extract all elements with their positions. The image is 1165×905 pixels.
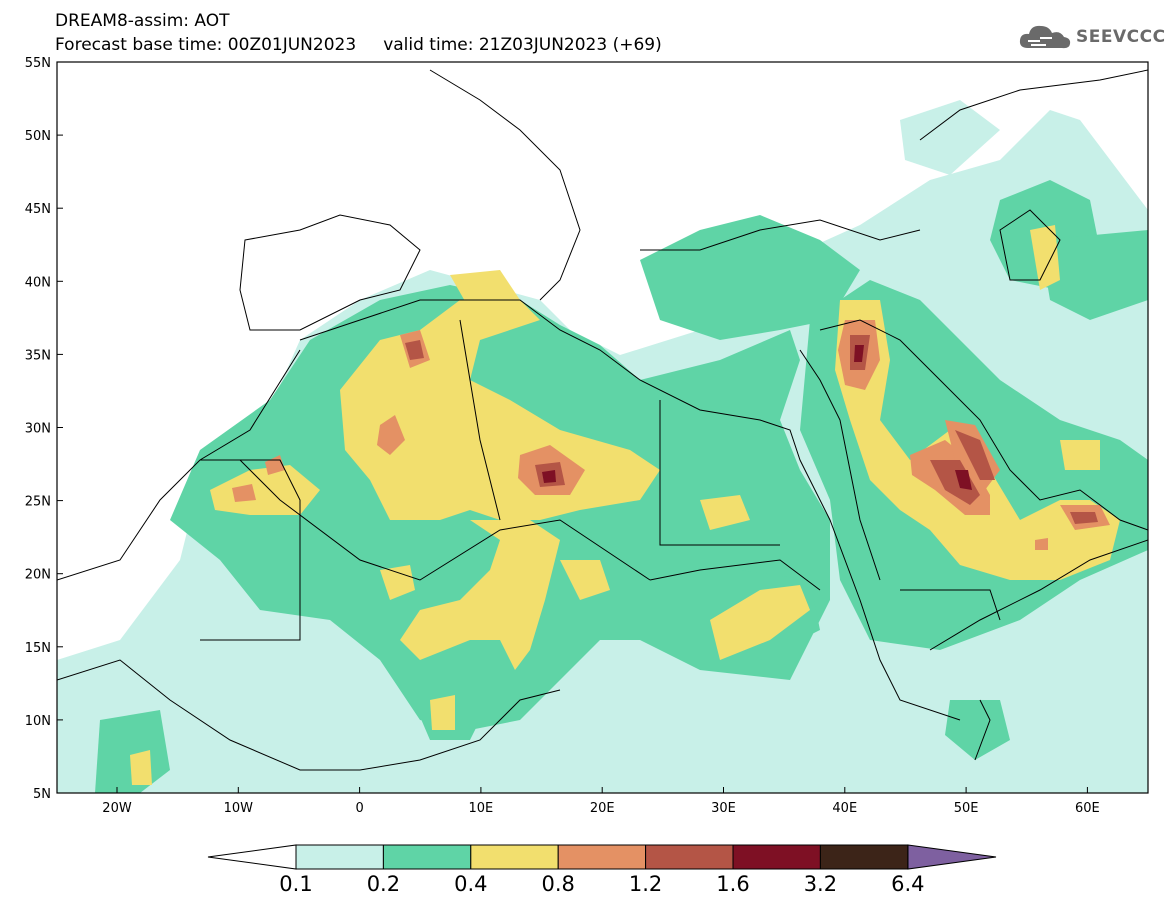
lat-tick-label: 50N xyxy=(25,129,51,144)
longitude-axis: 20W 10W 0 10E 20E 30E 40E 50E 60E xyxy=(102,787,1100,816)
lat-tick-label: 10N xyxy=(25,714,51,729)
cloud-icon xyxy=(1019,25,1071,49)
coastlines-and-borders xyxy=(57,69,1148,771)
logo-text: SEEVCCC xyxy=(1076,27,1165,47)
colorbar-box xyxy=(295,844,384,870)
lat-tick-label: 20N xyxy=(25,568,51,583)
colorbar-box xyxy=(382,844,472,870)
lat-tick-label: 30N xyxy=(25,422,51,437)
lat-tick-label: 25N xyxy=(25,495,51,510)
valid-time-label: valid time: 21Z03JUN2023 (+69) xyxy=(383,35,662,55)
colorbar-box xyxy=(557,844,647,870)
map-title: DREAM8-assim: AOT xyxy=(55,11,230,31)
latitude-axis: 55N 50N 45N 40N 35N 30N 25N 20N 15N 10N 5N xyxy=(25,56,63,802)
colorbar-box xyxy=(645,844,734,870)
lon-tick-label: 50E xyxy=(954,801,979,816)
lon-tick-label: 10E xyxy=(469,801,494,816)
colorbar-label: 0.8 xyxy=(541,872,575,896)
lon-tick-label: 20W xyxy=(102,801,132,816)
aot-field xyxy=(57,69,1148,793)
lon-tick-label: 20E xyxy=(590,801,615,816)
aot-level-1.6 xyxy=(542,345,972,490)
lat-tick-label: 5N xyxy=(33,787,51,802)
colorbar-label: 1.2 xyxy=(628,872,663,896)
lat-tick-label: 35N xyxy=(25,348,51,363)
lat-tick-label: 55N xyxy=(25,56,51,71)
lon-tick-label: 10W xyxy=(224,801,254,816)
colorbar-label: 1.6 xyxy=(716,872,750,896)
colorbar-low-end xyxy=(207,844,297,870)
colorbar-label: 0.1 xyxy=(279,872,313,896)
lat-tick-label: 40N xyxy=(25,275,51,290)
lon-tick-label: 30E xyxy=(711,801,736,816)
colorbar-box xyxy=(819,844,909,870)
colorbar-label: 0.2 xyxy=(366,872,401,896)
aot-level-1.2 xyxy=(405,335,1098,524)
seevccc-logo: SEEVCCC xyxy=(1018,22,1165,52)
lon-tick-label: 0 xyxy=(355,801,363,816)
colorbar xyxy=(207,844,997,870)
base-time-label: Forecast base time: 00Z01JUN2023 xyxy=(55,35,357,55)
colorbar-label: 0.4 xyxy=(454,872,488,896)
lon-tick-label: 40E xyxy=(832,801,857,816)
colorbar-boxes xyxy=(295,844,909,870)
forecast-time-line: Forecast base time: 00Z01JUN2023 valid t… xyxy=(55,35,662,55)
lat-tick-label: 45N xyxy=(25,202,51,217)
lon-tick-label: 60E xyxy=(1075,801,1100,816)
colorbar-box xyxy=(470,844,559,870)
lat-tick-label: 15N xyxy=(25,641,51,656)
colorbar-box xyxy=(732,844,821,870)
colorbar-high-end xyxy=(907,844,997,870)
colorbar-label: 3.2 xyxy=(803,872,838,896)
colorbar-label: 6.4 xyxy=(891,872,925,896)
